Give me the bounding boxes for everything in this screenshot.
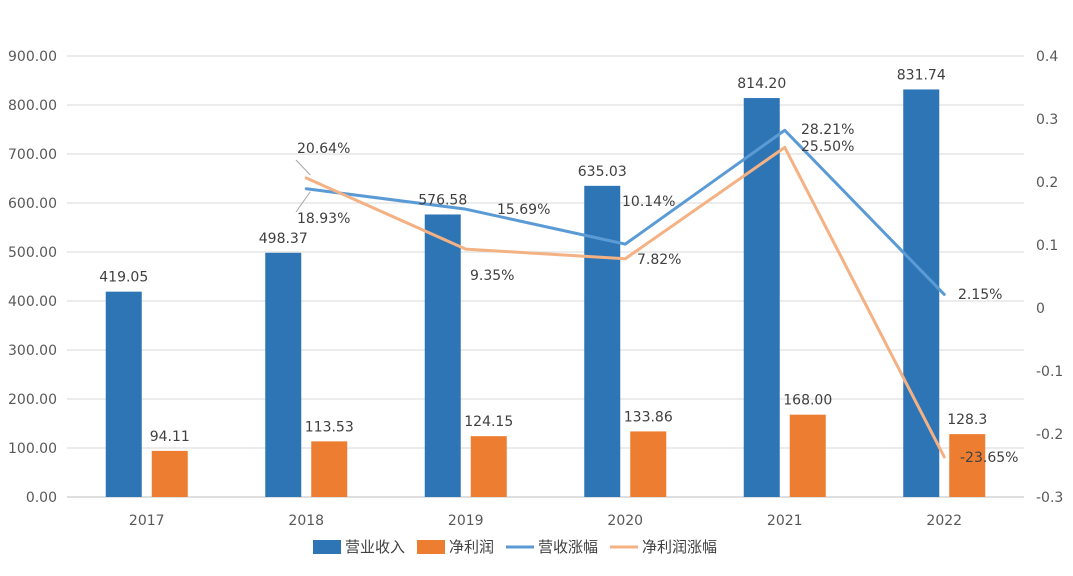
bar-data-label: 498.37 bbox=[259, 231, 308, 247]
bar-data-label: 124.15 bbox=[464, 414, 513, 430]
label-leader-line bbox=[295, 159, 311, 176]
legend-label: 净利润涨幅 bbox=[642, 538, 717, 556]
line-data-label: 7.82% bbox=[637, 252, 681, 268]
line-data-label: 28.21% bbox=[801, 122, 854, 138]
bar-data-label: 168.00 bbox=[783, 393, 832, 409]
line-data-label: 20.64% bbox=[297, 141, 350, 157]
bar-营业收入 bbox=[265, 252, 302, 497]
y-left-tick-label: 500.00 bbox=[8, 245, 57, 261]
line-净利润涨幅 bbox=[304, 145, 946, 459]
x-tick-label: 2019 bbox=[448, 513, 484, 529]
y-right-tick-label: 0.4 bbox=[1036, 49, 1058, 65]
line-data-label: 18.93% bbox=[297, 211, 350, 227]
legend-label: 营业收入 bbox=[345, 538, 405, 556]
line-series bbox=[304, 128, 946, 459]
bar-data-label: 128.3 bbox=[947, 412, 987, 428]
right-axis: -0.3 -0.2 -0.1 0 0.1 0.2 0.3 0.4 bbox=[1036, 49, 1063, 506]
line-data-label: -23.65% bbox=[960, 450, 1018, 466]
y-left-tick-label: 600.00 bbox=[8, 196, 57, 212]
legend-swatch bbox=[313, 540, 341, 554]
bar-营业收入 bbox=[584, 185, 621, 497]
x-tick-label: 2020 bbox=[607, 513, 643, 529]
x-tick-label: 2022 bbox=[926, 513, 962, 529]
bar-data-label: 831.74 bbox=[897, 67, 946, 83]
x-tick-label: 2021 bbox=[767, 513, 803, 529]
line-data-label: 15.69% bbox=[497, 202, 550, 218]
y-right-tick-label: 0 bbox=[1036, 301, 1045, 317]
bar-series bbox=[105, 89, 986, 498]
legend-swatch bbox=[417, 540, 445, 554]
bar-data-label: 814.20 bbox=[737, 76, 786, 92]
bar-营业收入 bbox=[424, 214, 461, 497]
bar-净利润 bbox=[151, 450, 188, 497]
left-axis: 0.00 100.00 200.00 300.00 400.00 500.00 600.00… bbox=[8, 49, 57, 506]
bar-净利润 bbox=[630, 431, 667, 497]
legend-label: 净利润 bbox=[449, 538, 494, 556]
x-tick-label: 2017 bbox=[129, 513, 165, 529]
bar-净利润 bbox=[470, 436, 507, 497]
label-leader-line bbox=[295, 191, 311, 213]
y-left-tick-label: 900.00 bbox=[8, 49, 57, 65]
legend-label: 营收涨幅 bbox=[538, 538, 598, 556]
bar-净利润 bbox=[789, 414, 826, 497]
y-right-tick-label: 0.2 bbox=[1036, 175, 1058, 191]
bar-营业收入 bbox=[105, 291, 142, 497]
bar-data-label: 576.58 bbox=[418, 192, 467, 208]
y-left-tick-label: 400.00 bbox=[8, 294, 57, 310]
gridlines bbox=[67, 55, 1024, 498]
line-data-label: 9.35% bbox=[470, 268, 514, 284]
bar-data-label: 94.11 bbox=[150, 429, 190, 445]
y-right-tick-label: 0.1 bbox=[1036, 238, 1058, 254]
y-left-tick-label: 800.00 bbox=[8, 98, 57, 114]
y-right-tick-label: -0.2 bbox=[1036, 427, 1063, 443]
bar-data-label: 419.05 bbox=[99, 270, 148, 286]
y-left-tick-label: 100.00 bbox=[8, 441, 57, 457]
legend: 营业收入 净利润 营收涨幅 净利润涨幅 bbox=[313, 538, 717, 556]
y-right-tick-label: 0.3 bbox=[1036, 112, 1058, 128]
bar-营业收入 bbox=[743, 98, 780, 498]
line-data-label: 25.50% bbox=[801, 139, 854, 155]
y-right-tick-label: -0.1 bbox=[1036, 364, 1063, 380]
bar-净利润 bbox=[949, 434, 986, 497]
y-left-tick-label: 0.00 bbox=[26, 490, 57, 506]
x-axis: 2017 2018 2019 2020 2021 2022 bbox=[129, 513, 962, 529]
y-left-tick-label: 200.00 bbox=[8, 392, 57, 408]
y-left-tick-label: 300.00 bbox=[8, 343, 57, 359]
bar-data-label: 635.03 bbox=[578, 164, 627, 180]
line-data-label: 2.15% bbox=[958, 287, 1002, 303]
bar-data-label: 113.53 bbox=[305, 419, 354, 435]
y-left-tick-label: 700.00 bbox=[8, 147, 57, 163]
line-营收涨幅 bbox=[304, 128, 946, 296]
bar-净利润 bbox=[311, 441, 348, 497]
y-right-tick-label: -0.3 bbox=[1036, 490, 1063, 506]
x-tick-label: 2018 bbox=[288, 513, 324, 529]
data-labels: 419.05 498.37 576.58 635.03 814.20 831.74 94.1… bbox=[99, 67, 1018, 466]
line-data-label: 10.14% bbox=[622, 194, 675, 210]
bar-data-label: 133.86 bbox=[624, 409, 673, 425]
bar-营业收入 bbox=[903, 89, 940, 498]
